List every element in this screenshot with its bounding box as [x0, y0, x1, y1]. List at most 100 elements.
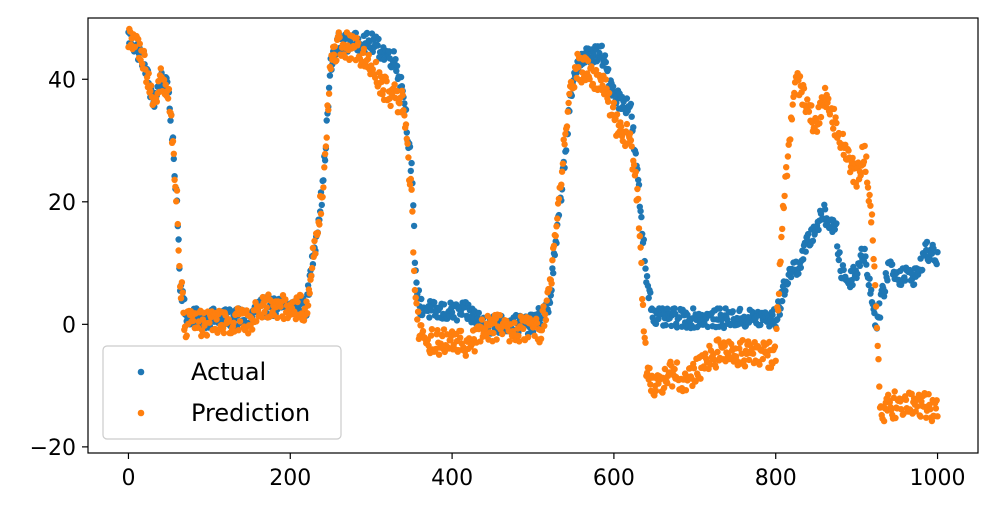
- data-point: [635, 176, 642, 184]
- data-point: [779, 225, 786, 233]
- data-point: [917, 413, 924, 420]
- data-point: [736, 345, 743, 352]
- data-point: [759, 355, 766, 363]
- data-point: [910, 281, 918, 288]
- data-point: [809, 237, 817, 244]
- data-point: [407, 167, 414, 175]
- data-point: [327, 65, 334, 73]
- data-point: [320, 177, 327, 184]
- data-point: [783, 172, 791, 179]
- data-point: [630, 124, 637, 131]
- data-point: [419, 327, 427, 335]
- data-point: [549, 265, 556, 272]
- data-point: [428, 326, 436, 333]
- data-point: [934, 249, 941, 256]
- data-point: [876, 314, 884, 321]
- data-point: [870, 255, 877, 263]
- data-point: [369, 66, 376, 73]
- data-point: [326, 72, 334, 79]
- data-point: [402, 121, 410, 128]
- data-point: [816, 120, 823, 127]
- data-point: [673, 324, 681, 331]
- data-point: [817, 113, 825, 121]
- data-point: [704, 323, 711, 331]
- data-point: [647, 381, 654, 388]
- data-point: [588, 63, 595, 70]
- data-point: [304, 310, 311, 317]
- data-point: [775, 307, 782, 314]
- legend-box: [102, 345, 342, 440]
- data-point: [399, 92, 406, 99]
- data-point: [322, 143, 330, 150]
- data-point: [864, 179, 871, 186]
- data-point: [304, 302, 312, 309]
- data-point: [714, 348, 721, 356]
- data-point: [664, 380, 671, 387]
- data-point: [690, 305, 697, 312]
- data-point: [645, 294, 652, 302]
- data-point: [749, 350, 757, 357]
- data-point: [830, 125, 837, 132]
- data-point: [330, 51, 338, 58]
- data-point: [434, 327, 441, 334]
- data-point: [863, 261, 870, 268]
- data-point: [795, 270, 802, 277]
- data-point: [458, 311, 465, 318]
- data-point: [559, 160, 567, 167]
- data-point: [865, 281, 872, 289]
- data-point: [867, 202, 874, 209]
- data-point: [524, 334, 532, 341]
- data-point: [431, 299, 438, 306]
- data-point: [258, 314, 266, 321]
- data-point: [609, 83, 617, 90]
- data-point: [652, 387, 660, 395]
- data-point: [427, 307, 435, 314]
- data-point: [333, 57, 340, 64]
- data-point: [408, 186, 415, 193]
- x-tick-label: 800: [755, 466, 797, 491]
- data-point: [660, 384, 668, 392]
- data-point: [553, 223, 560, 230]
- data-point: [787, 273, 795, 281]
- data-point: [453, 317, 461, 324]
- data-point: [554, 200, 562, 207]
- data-point: [439, 332, 446, 340]
- data-point: [639, 295, 646, 303]
- data-point: [300, 317, 308, 324]
- data-point: [548, 280, 555, 287]
- data-point: [157, 65, 164, 72]
- data-point: [551, 251, 558, 259]
- data-point: [515, 332, 522, 339]
- data-point: [928, 250, 936, 257]
- data-point: [783, 164, 790, 171]
- data-point: [876, 383, 883, 390]
- data-point: [831, 226, 838, 233]
- data-point: [702, 350, 709, 357]
- data-point: [387, 102, 394, 110]
- data-point: [511, 319, 518, 326]
- data-point: [440, 326, 448, 333]
- data-point: [586, 75, 593, 83]
- data-point: [788, 116, 796, 123]
- data-point: [563, 147, 570, 154]
- data-point: [605, 98, 612, 105]
- data-point: [353, 34, 360, 42]
- data-point: [862, 253, 869, 260]
- data-point: [143, 78, 150, 86]
- data-point: [646, 365, 653, 372]
- data-point: [889, 261, 896, 268]
- y-tick-label: 0: [62, 313, 76, 338]
- x-tick-label: 0: [121, 466, 135, 491]
- data-point: [397, 73, 405, 81]
- data-point: [601, 52, 609, 59]
- data-point: [933, 260, 940, 268]
- data-point: [718, 316, 725, 324]
- data-point: [833, 220, 840, 227]
- data-point: [493, 336, 500, 343]
- legend-label-prediction: Prediction: [191, 399, 310, 427]
- data-point: [325, 106, 332, 114]
- data-point: [318, 201, 325, 209]
- data-point: [579, 69, 586, 76]
- data-point: [393, 67, 400, 75]
- data-point: [808, 102, 815, 109]
